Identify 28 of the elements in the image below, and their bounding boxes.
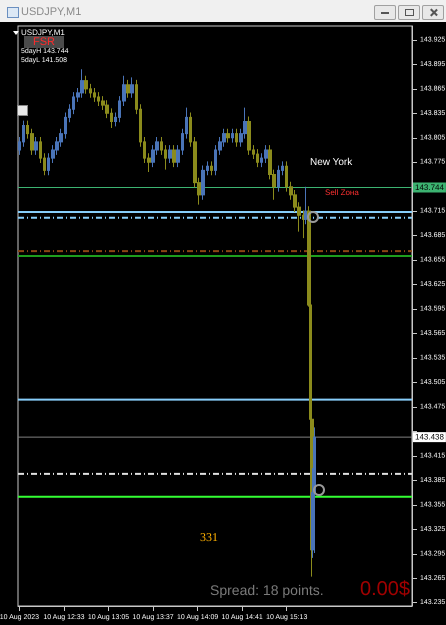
candlestick [172, 144, 176, 168]
candlestick [247, 116, 251, 156]
candlestick [130, 76, 134, 98]
candlestick [80, 68, 84, 98]
candlestick [264, 144, 268, 164]
annotation: 331 [200, 530, 218, 544]
candlestick [84, 75, 88, 94]
ref-line-label: 143.438 [415, 432, 444, 442]
candlestick [126, 79, 130, 98]
annotation: Spread: 18 points. [210, 582, 324, 598]
candlestick [168, 144, 172, 164]
chart-title: USDJPY,M1 [21, 6, 82, 18]
annotation: FSR [24, 36, 64, 48]
candlestick [93, 87, 96, 102]
annotation: Sell Zона [325, 188, 359, 198]
candlestick [235, 128, 238, 148]
annotation: New York [310, 157, 352, 168]
ref-line-label: 143.744 [415, 183, 444, 192]
candlestick [277, 164, 280, 192]
candlestick [201, 164, 205, 200]
candlestick [226, 128, 230, 144]
candlestick [34, 136, 38, 156]
candlestick [256, 148, 259, 168]
annotation: 0.00$ [360, 578, 410, 600]
candlestick [304, 186, 308, 225]
candlestick [231, 128, 234, 144]
chart-title: USDJPY,M1 [21, 28, 65, 37]
candlestick [210, 160, 213, 176]
